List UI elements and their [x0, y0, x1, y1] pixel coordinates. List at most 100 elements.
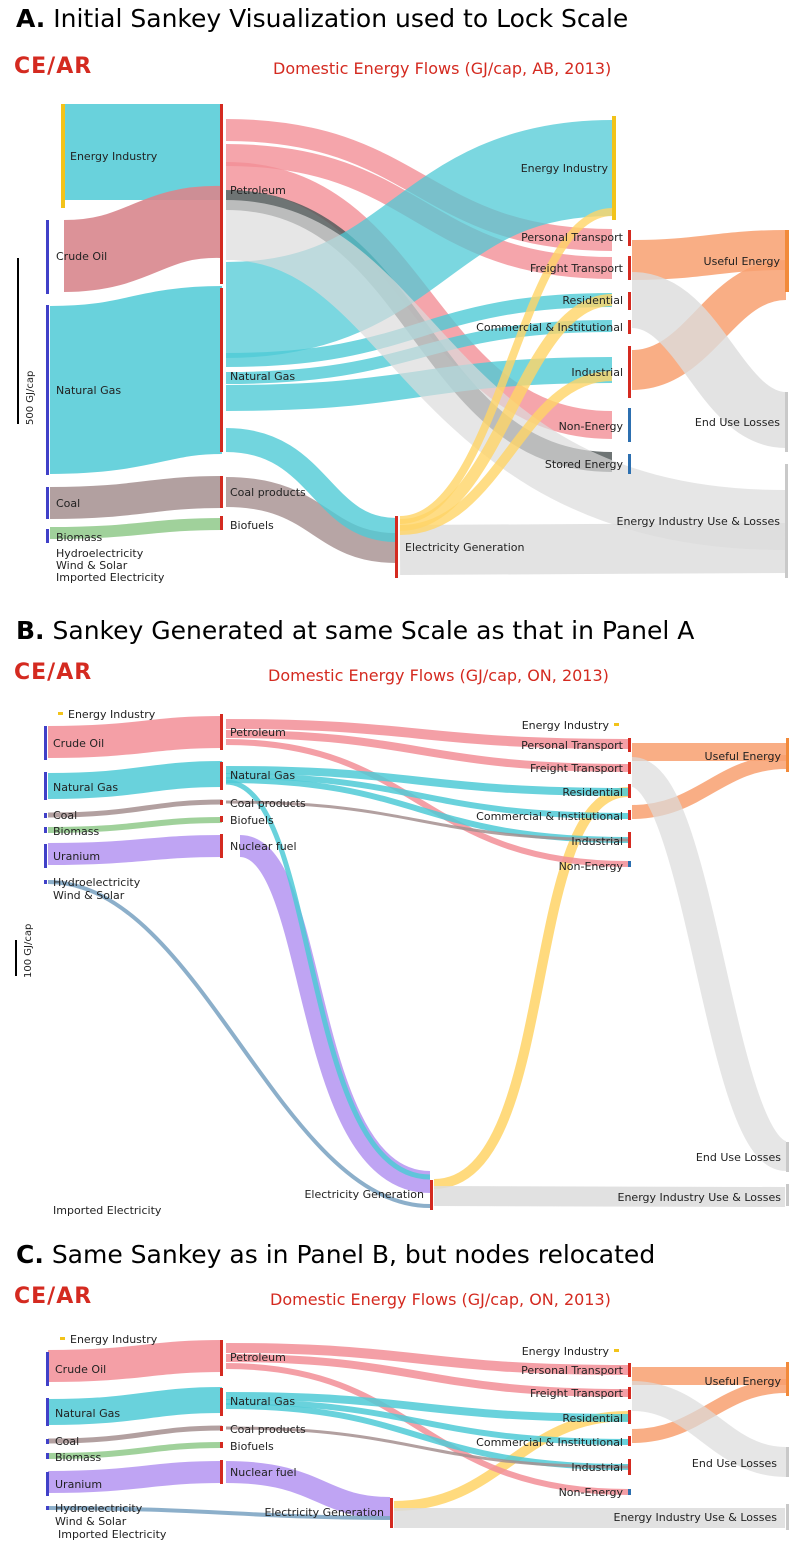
node-bar: [220, 104, 223, 284]
node-bar: [786, 1184, 789, 1206]
flow-gas-residential: [225, 1392, 629, 1422]
node-bar: [220, 476, 223, 508]
flow-hydro-elec: [47, 880, 431, 1208]
node-label: Coal products: [230, 1423, 306, 1436]
flow-uranium-nuclear: [47, 1461, 223, 1493]
flow-elec-industrial: [399, 371, 613, 535]
node-label: Biofuels: [230, 814, 274, 827]
flow-elec-energyind: [399, 208, 613, 524]
sankey-b-flows: [47, 716, 790, 1208]
flow-petro-nonenergy: [225, 1363, 629, 1495]
flow-coalproducts-industrial: [225, 800, 629, 842]
node-label: Biomass: [56, 531, 103, 544]
panel-b-subtitle: Domestic Energy Flows (GJ/cap, ON, 2013): [268, 666, 609, 685]
node-label: Energy Industry: [70, 1333, 158, 1346]
node-label: Petroleum: [230, 726, 286, 739]
node-bar: [628, 784, 631, 798]
node-label: Coal: [55, 1435, 79, 1448]
node-label: Electricity Generation: [405, 541, 525, 554]
node-bar: [220, 1442, 223, 1448]
node-bar: [786, 738, 789, 772]
node-bar: [46, 1352, 49, 1386]
node-bar: [44, 813, 47, 818]
node-label: Uranium: [53, 850, 100, 863]
panel-a-title-text: Initial Sankey Visualization used to Loc…: [53, 4, 629, 33]
node-label: Personal Transport: [521, 231, 624, 244]
node-label: Biofuels: [230, 519, 274, 532]
node-bar: [786, 1142, 789, 1172]
flow-gas-residential: [225, 766, 629, 796]
node-label: Electricity Generation: [304, 1188, 424, 1201]
node-bar: [220, 714, 223, 750]
node-bar: [220, 816, 223, 822]
node-label: Natural Gas: [230, 769, 295, 782]
flow-nuclear-elec: [225, 1461, 391, 1519]
node-label: Energy Industry Use & Losses: [614, 1511, 778, 1524]
node-bar: [220, 516, 223, 530]
flow-biomass-biofuels: [47, 817, 223, 833]
flow-gas-commercial: [225, 1399, 629, 1445]
flow-gas-gasmid: [47, 761, 223, 799]
node-label: Nuclear fuel: [230, 840, 297, 853]
sankey-b: 100 GJ/cap Energy Industry Crude Oil Nat…: [15, 708, 790, 1217]
node-bar: [628, 454, 631, 474]
node-bar: [786, 1362, 789, 1396]
flow-petro-nonenergy: [225, 739, 629, 867]
node-label: Useful Energy: [705, 1375, 782, 1388]
panel-c-subtitle: Domestic Energy Flows (GJ/cap, ON, 2013): [270, 1290, 611, 1309]
flow-sectors-losses: [629, 272, 790, 448]
node-bar: [614, 723, 619, 726]
panel-c-title-text: Same Sankey as in Panel B, but nodes rel…: [51, 1240, 656, 1269]
node-bar: [628, 1436, 631, 1446]
node-label: Freight Transport: [530, 762, 624, 775]
node-bar: [785, 464, 788, 578]
node-bar: [220, 1426, 223, 1431]
flow-biomass-biofuels: [49, 518, 223, 539]
flow-coal-coalproducts: [47, 799, 223, 818]
node-bar: [46, 305, 49, 475]
flow-crude-petroleum: [47, 716, 223, 758]
panel-c: C. Same Sankey as in Panel B, but nodes …: [0, 1236, 800, 1561]
cesar-logo: CE/AR: [14, 54, 93, 79]
node-label: Useful Energy: [705, 750, 782, 763]
scale-label-a: 500 GJ/cap: [25, 371, 36, 425]
flow-petro-freight: [225, 1354, 629, 1397]
node-label: Non-Energy: [559, 1486, 624, 1499]
node-bar: [628, 762, 631, 774]
panel-a-subtitle: Domestic Energy Flows (GJ/cap, AB, 2013): [273, 59, 612, 78]
node-label: Energy Industry Use & Losses: [617, 515, 781, 528]
node-label: Hydroelectricity: [53, 876, 141, 889]
node-label: Useful Energy: [704, 255, 781, 268]
flow-sectors-useful: [631, 230, 787, 280]
node-bar: [628, 408, 631, 442]
node-label: Petroleum: [230, 1351, 286, 1364]
flow-crude-petroleum: [47, 1340, 223, 1382]
node-bar: [220, 1460, 223, 1484]
node-label: Petroleum: [230, 184, 286, 197]
sankey-c-nodes: [46, 1337, 789, 1530]
node-label: Wind & Solar: [55, 1515, 127, 1528]
node-bar: [628, 1387, 631, 1399]
sankey-b-nodes: [44, 712, 789, 1210]
node-label: Crude Oil: [53, 737, 104, 750]
node-bar: [44, 880, 47, 884]
node-bar: [46, 1398, 49, 1426]
flow-gas-mid: [48, 286, 224, 474]
sankey-a-nodes: [46, 104, 789, 578]
node-bar: [785, 392, 788, 452]
node-bar: [220, 834, 223, 858]
node-bar: [46, 1453, 49, 1459]
flow-petro-freight: [225, 730, 629, 772]
node-bar: [58, 712, 63, 715]
panel-a-letter: A.: [16, 4, 46, 33]
flow-gas-gasmid: [47, 1387, 223, 1425]
flow-uranium-nuclear: [47, 835, 223, 865]
node-label: Electricity Generation: [264, 1506, 384, 1519]
node-bar: [60, 1337, 65, 1340]
node-label: Residential: [562, 294, 623, 307]
node-label: Energy Industry: [522, 1345, 610, 1358]
node-bar: [61, 104, 65, 208]
sankey-a-flows: [48, 104, 790, 575]
node-bar: [220, 1340, 223, 1376]
flow-coalproducts-industrial: [225, 1426, 629, 1469]
